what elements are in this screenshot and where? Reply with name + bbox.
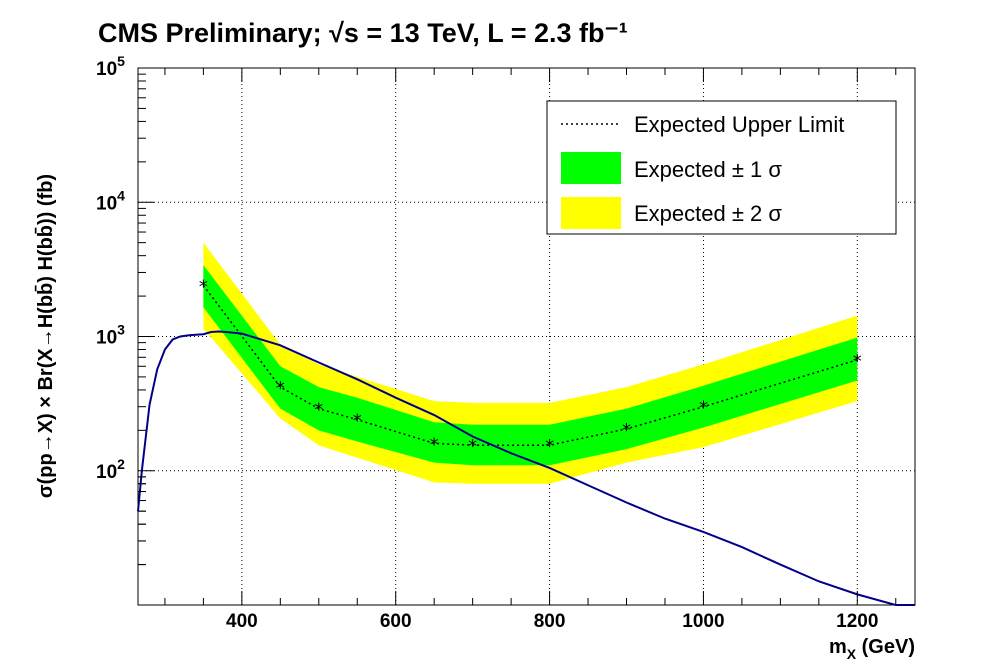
chart-title: CMS Preliminary; √s = 13 TeV, L = 2.3 fb… <box>98 18 628 48</box>
y-tick-label: 104 <box>96 187 125 214</box>
y-tick-label: 103 <box>96 322 125 349</box>
expected-marker: * <box>314 400 323 421</box>
expected-marker: * <box>853 351 862 372</box>
y-tick-label: 105 <box>96 53 125 80</box>
legend-label-2sigma: Expected ± 2 σ <box>634 201 782 226</box>
x-tick-labels: 400 600 800 1000 1200 <box>226 611 878 632</box>
expected-marker: * <box>199 276 208 297</box>
y-tick-labels: 102 103 104 105 <box>96 53 125 483</box>
expected-marker: * <box>276 378 285 399</box>
legend-swatch-1sigma <box>561 152 621 184</box>
plot-area: * * * * * * * * * * <box>137 67 916 606</box>
y-tick-label: 102 <box>96 456 125 483</box>
expected-marker: * <box>622 420 631 441</box>
theory-curve <box>137 330 915 606</box>
expected-upper-limit-line <box>202 285 858 446</box>
bands <box>203 242 858 484</box>
y-axis-title: σ(pp→X) × Br(X→H(bb̄) H(bb̄)) (fb) <box>35 174 57 498</box>
legend-swatch-2sigma <box>561 197 621 229</box>
x-tick-label: 1000 <box>682 611 724 632</box>
legend-label-1sigma: Expected ± 1 σ <box>634 157 782 182</box>
x-tick-label: 600 <box>380 611 412 632</box>
legend-label-expected: Expected Upper Limit <box>634 112 844 137</box>
x-ticks <box>164 68 897 605</box>
expected-marker: * <box>545 436 554 457</box>
expected-marker: * <box>468 436 477 457</box>
expected-marker: * <box>353 411 362 432</box>
expected-markers: * * * * * * * * * * <box>199 276 862 457</box>
x-tick-label: 800 <box>534 611 566 632</box>
y-ticks <box>138 67 154 566</box>
x-axis-title: mX (GeV) <box>829 636 915 662</box>
expected-marker: * <box>430 434 439 455</box>
expected-marker: * <box>699 398 708 419</box>
band-1sigma <box>203 265 858 466</box>
x-tick-label: 1200 <box>836 611 878 632</box>
x-tick-label: 400 <box>226 611 258 632</box>
legend: Expected Upper Limit Expected ± 1 σ Expe… <box>546 100 897 235</box>
